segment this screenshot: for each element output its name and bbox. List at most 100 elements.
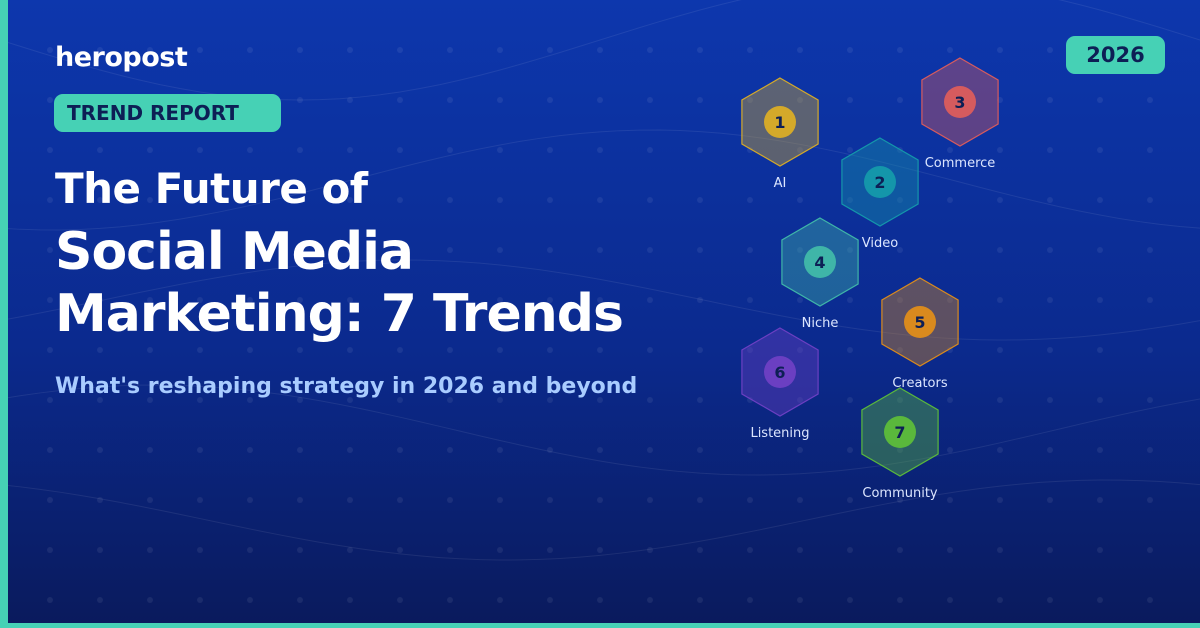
bg-dot: [447, 297, 453, 303]
bg-dot: [247, 497, 253, 503]
bg-dot: [1147, 197, 1153, 203]
bg-dot: [47, 397, 53, 403]
bg-dot: [247, 547, 253, 553]
bg-dot: [447, 497, 453, 503]
bg-dot: [897, 547, 903, 553]
bg-dot: [347, 247, 353, 253]
bg-dot: [97, 447, 103, 453]
trend-label: Listening: [750, 426, 809, 441]
bg-dot: [97, 397, 103, 403]
bg-dot: [447, 597, 453, 603]
bg-dot: [897, 397, 903, 403]
bg-dot: [547, 247, 553, 253]
title-line-1: The Future of: [55, 164, 368, 213]
bg-dot: [747, 497, 753, 503]
bg-dot: [547, 347, 553, 353]
bg-dot: [997, 247, 1003, 253]
trend-hexagon-1: 1 AI: [741, 77, 819, 191]
bg-dot: [47, 247, 53, 253]
bg-dot: [597, 497, 603, 503]
bg-dot: [997, 197, 1003, 203]
bg-dot: [1097, 197, 1103, 203]
bg-dot: [397, 297, 403, 303]
bg-dot: [797, 597, 803, 603]
bg-dot: [397, 247, 403, 253]
bg-dot: [597, 297, 603, 303]
bg-dot: [247, 397, 253, 403]
bg-dot: [597, 597, 603, 603]
bg-dot: [897, 347, 903, 353]
bg-dot: [347, 297, 353, 303]
bg-dot: [847, 397, 853, 403]
number-circle: [764, 356, 796, 388]
bg-dot: [897, 497, 903, 503]
bg-dot: [1047, 547, 1053, 553]
trend-hexagon-3: 3 Commerce: [921, 57, 999, 171]
trend-number: 2: [874, 173, 885, 192]
bg-dot: [497, 147, 503, 153]
bg-dot: [197, 297, 203, 303]
bg-dot: [647, 397, 653, 403]
bg-dot: [197, 547, 203, 553]
bg-dot: [1097, 547, 1103, 553]
bg-dot: [397, 97, 403, 103]
trend-number: 6: [774, 363, 785, 382]
bg-dot: [247, 347, 253, 353]
trend-label: Video: [862, 236, 898, 251]
bg-dot: [297, 547, 303, 553]
bg-dot: [447, 47, 453, 53]
bg-dot: [747, 347, 753, 353]
bg-dot: [997, 547, 1003, 553]
bg-wave: [0, 479, 1200, 561]
bg-dot: [947, 47, 953, 53]
bg-dot: [497, 97, 503, 103]
bg-dot: [747, 197, 753, 203]
bg-dot: [397, 397, 403, 403]
bg-wave: [0, 0, 1200, 101]
trend-label: Niche: [802, 316, 839, 331]
bg-dot: [897, 447, 903, 453]
trend-hexagon-2: 2 Video: [841, 137, 919, 251]
bg-dot: [1097, 97, 1103, 103]
bg-dot: [1097, 597, 1103, 603]
bg-dot: [47, 497, 53, 503]
bg-dot: [847, 547, 853, 553]
bg-dot: [197, 597, 203, 603]
bg-dot: [447, 197, 453, 203]
bg-dot: [147, 347, 153, 353]
trend-label: Commerce: [925, 156, 996, 171]
bg-dot: [747, 297, 753, 303]
bg-dot: [297, 97, 303, 103]
bg-dot: [1147, 147, 1153, 153]
bg-dot: [497, 197, 503, 203]
bg-dot: [697, 247, 703, 253]
bg-dot: [197, 447, 203, 453]
bg-dot: [297, 447, 303, 453]
bg-dot: [697, 147, 703, 153]
bg-dot: [247, 47, 253, 53]
bg-dot: [247, 447, 253, 453]
bg-dot: [247, 197, 253, 203]
bg-dot: [347, 547, 353, 553]
bg-dot: [597, 447, 603, 453]
bg-dot: [97, 297, 103, 303]
bg-dot: [97, 147, 103, 153]
number-circle: [944, 86, 976, 118]
bg-dot: [797, 297, 803, 303]
bg-dot: [497, 347, 503, 353]
bg-dot: [197, 147, 203, 153]
bg-dot: [497, 297, 503, 303]
bg-dot: [897, 247, 903, 253]
bg-dot: [1047, 447, 1053, 453]
bg-dot: [497, 547, 503, 553]
bg-dot: [497, 497, 503, 503]
bg-dot: [697, 297, 703, 303]
title-line-3: Marketing: 7 Trends: [55, 284, 624, 344]
bg-dot: [347, 97, 353, 103]
bg-dot: [1147, 497, 1153, 503]
bg-dot: [847, 497, 853, 503]
bg-dot: [1147, 547, 1153, 553]
bg-dot: [1097, 147, 1103, 153]
bg-dot: [147, 297, 153, 303]
bg-dot: [447, 97, 453, 103]
